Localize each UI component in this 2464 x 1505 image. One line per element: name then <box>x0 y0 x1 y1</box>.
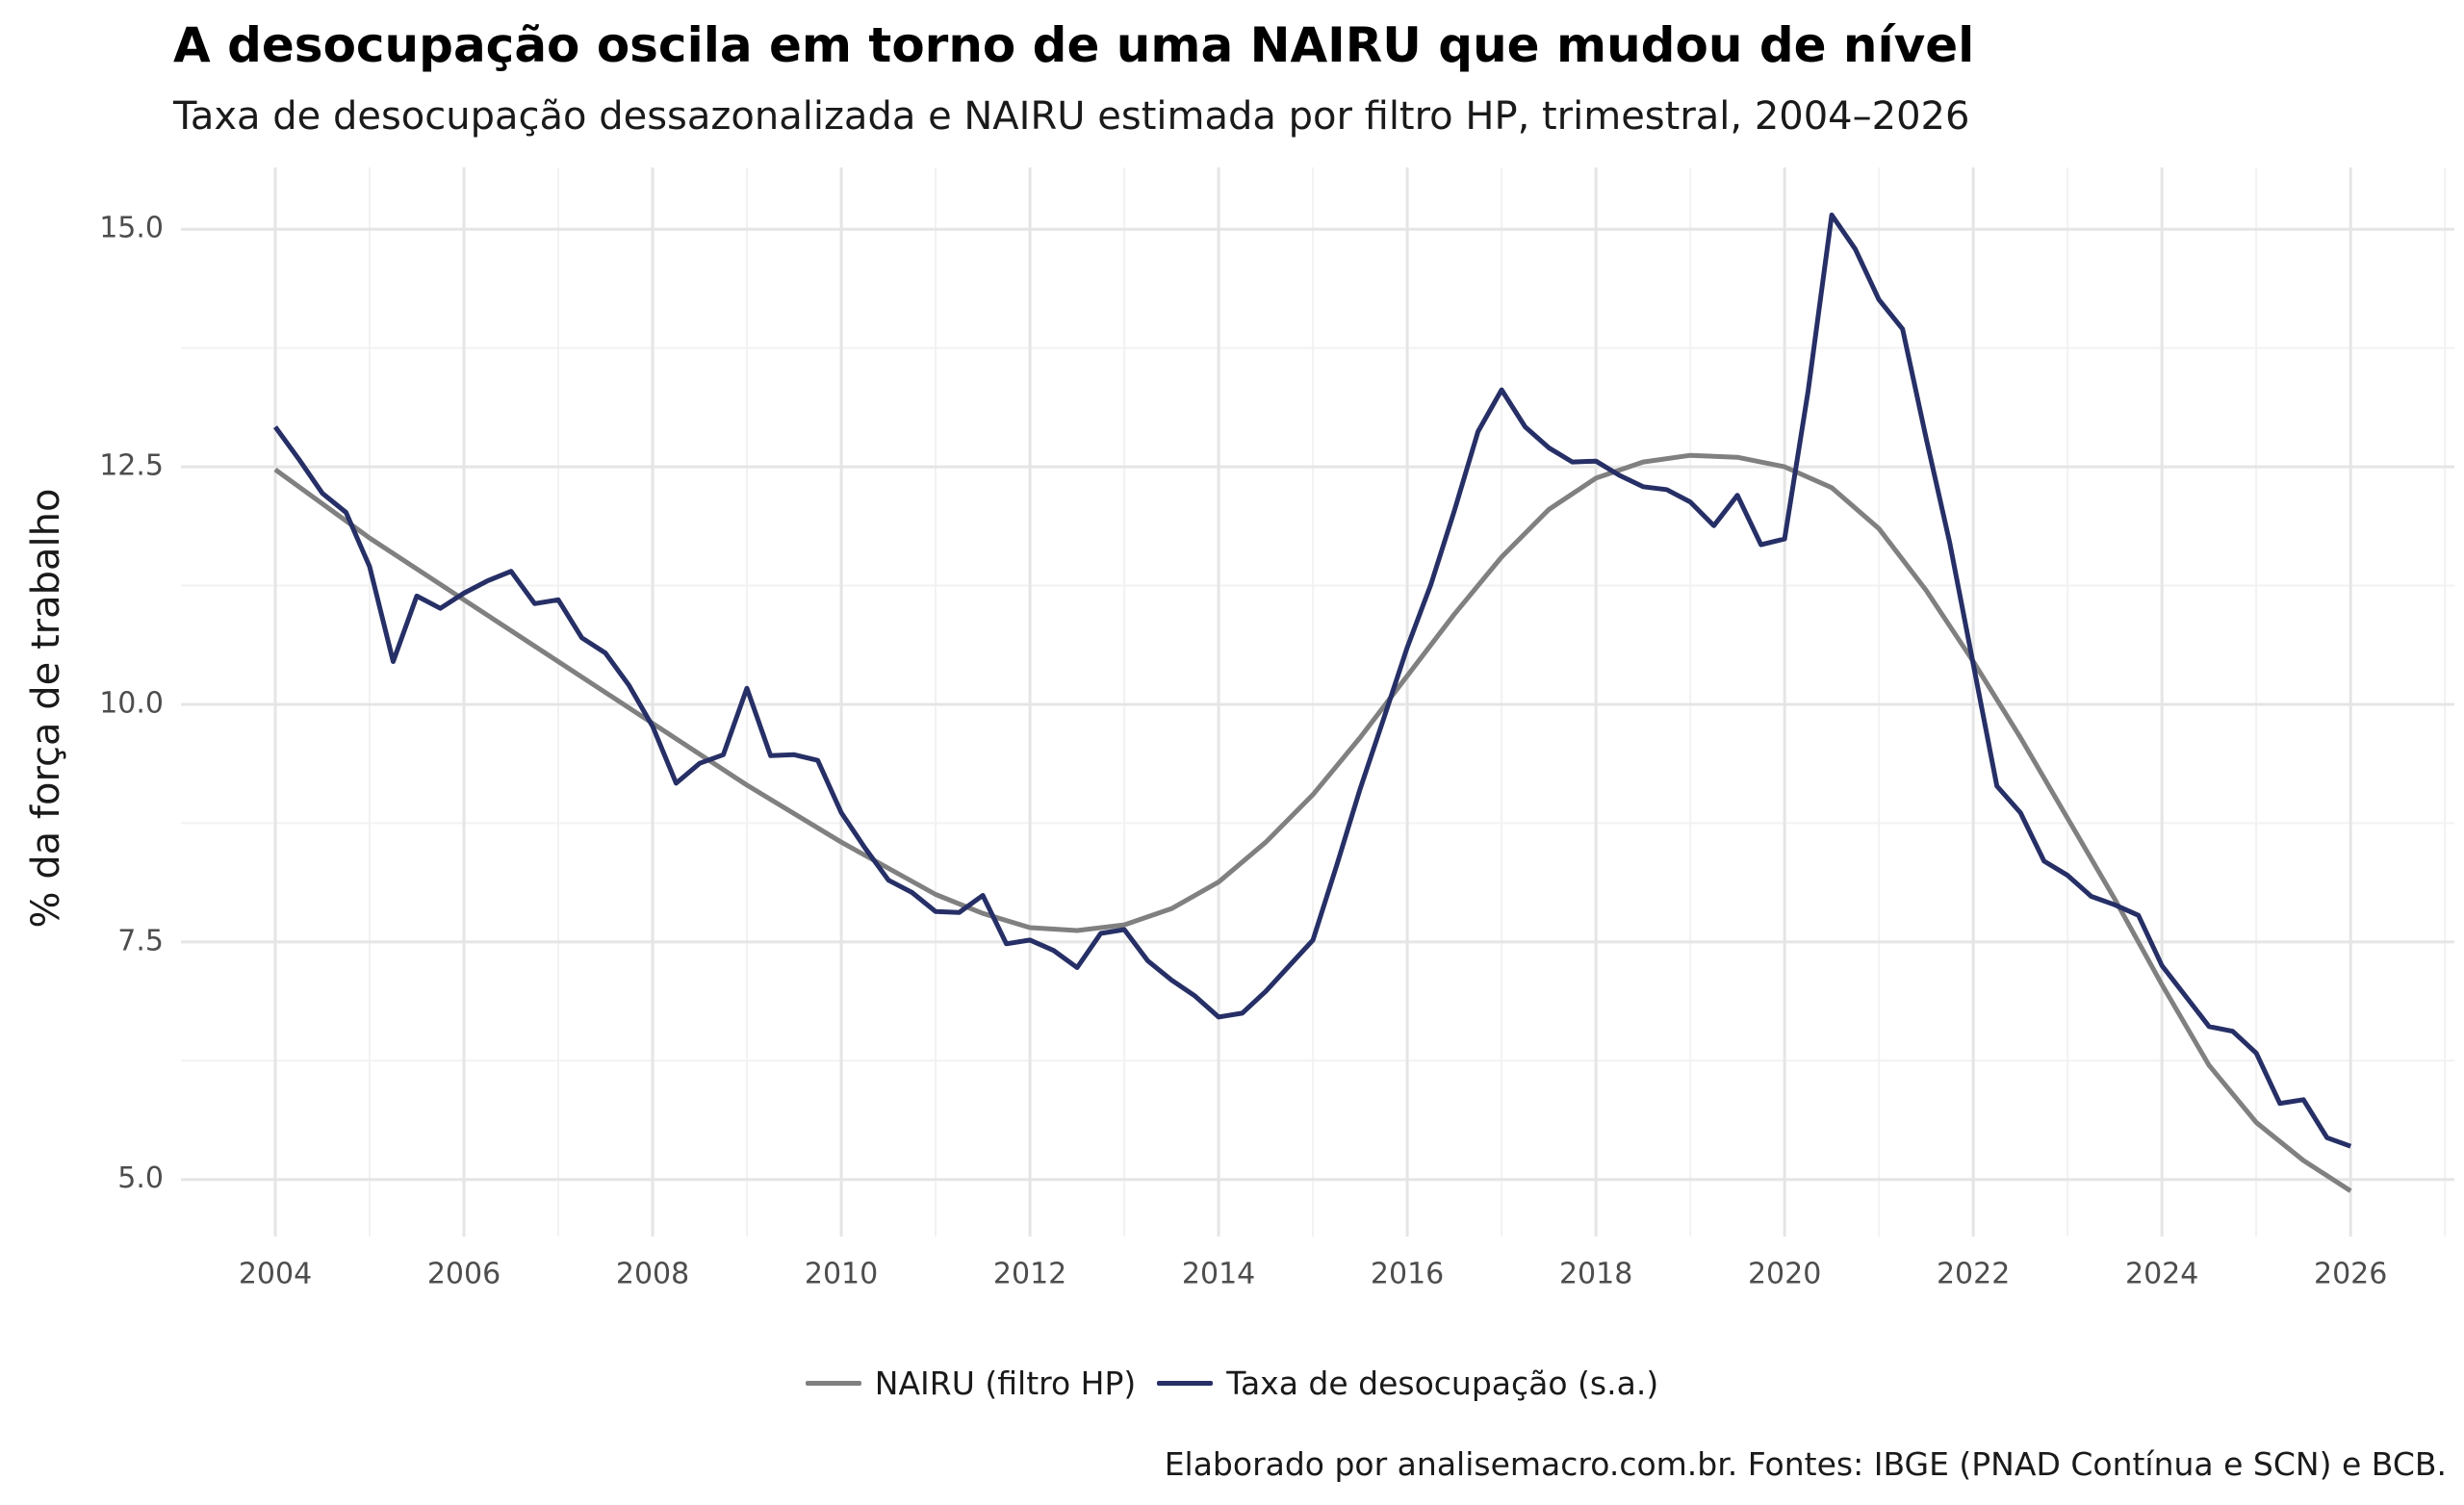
y-tick-label: 5.0 <box>117 1161 164 1195</box>
unemployment-rate-line <box>272 212 2352 1149</box>
x-tick-label: 2024 <box>2125 1258 2198 1291</box>
x-tick-label: 2018 <box>1559 1258 1632 1291</box>
x-tick-label: 2004 <box>239 1258 312 1291</box>
x-tick-label: 2022 <box>1937 1258 2010 1291</box>
chart-title: A desocupação oscila em torno de uma NAI… <box>173 17 1975 73</box>
y-tick-label: 10.0 <box>99 686 164 720</box>
x-tick-label: 2014 <box>1182 1258 1255 1291</box>
x-tick-label: 2012 <box>993 1258 1066 1291</box>
major-gridlines <box>181 167 2454 1237</box>
legend: NAIRU (filtro HP) Taxa de desocupação (s… <box>0 1365 2464 1402</box>
nairu-line <box>273 452 2352 1193</box>
chart-subtitle: Taxa de desocupação dessazonalizada e NA… <box>173 94 1970 139</box>
legend-label-rate: Taxa de desocupação (s.a.) <box>1226 1365 1659 1402</box>
legend-item-rate: Taxa de desocupação (s.a.) <box>1157 1365 1658 1402</box>
x-axis-ticks: 2004 2006 2008 2010 2012 2014 2016 2018 2020 2022… <box>239 1258 2388 1291</box>
x-tick-label: 2008 <box>616 1258 689 1291</box>
x-tick-label: 2016 <box>1371 1258 1444 1291</box>
legend-item-nairu: NAIRU (filtro HP) <box>805 1365 1137 1402</box>
legend-label-nairu: NAIRU (filtro HP) <box>874 1365 1137 1402</box>
legend-key-nairu <box>805 1381 861 1386</box>
y-tick-label: 7.5 <box>117 924 164 957</box>
x-tick-label: 2020 <box>1748 1258 1821 1291</box>
chart-caption: Elaborado por analisemacro.com.br. Fonte… <box>1164 1445 2447 1483</box>
legend-key-rate <box>1157 1381 1214 1386</box>
minor-gridlines <box>181 167 2454 1237</box>
y-axis-ticks: 5.0 7.5 10.0 12.5 15.0 <box>99 212 164 1196</box>
y-tick-label: 12.5 <box>99 449 164 483</box>
x-tick-label: 2010 <box>805 1258 878 1291</box>
series-lines <box>272 212 2352 1193</box>
y-tick-label: 15.0 <box>99 212 164 245</box>
x-tick-label: 2026 <box>2314 1258 2387 1291</box>
x-tick-label: 2006 <box>427 1258 500 1291</box>
